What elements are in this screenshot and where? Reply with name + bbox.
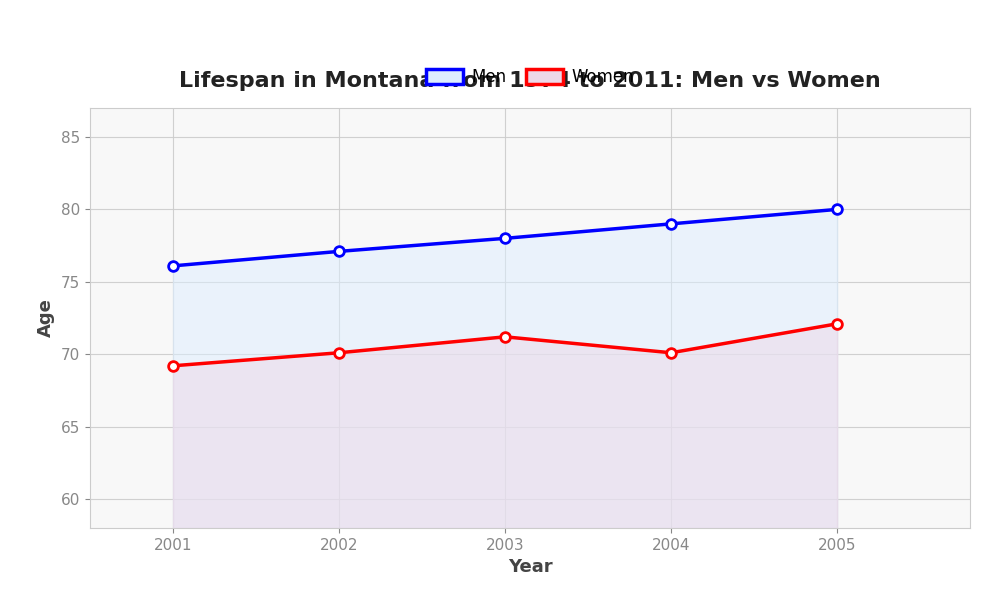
X-axis label: Year: Year bbox=[508, 558, 552, 576]
Y-axis label: Age: Age bbox=[37, 299, 55, 337]
Legend: Men, Women: Men, Women bbox=[419, 62, 641, 93]
Title: Lifespan in Montana from 1974 to 2011: Men vs Women: Lifespan in Montana from 1974 to 2011: M… bbox=[179, 71, 881, 91]
